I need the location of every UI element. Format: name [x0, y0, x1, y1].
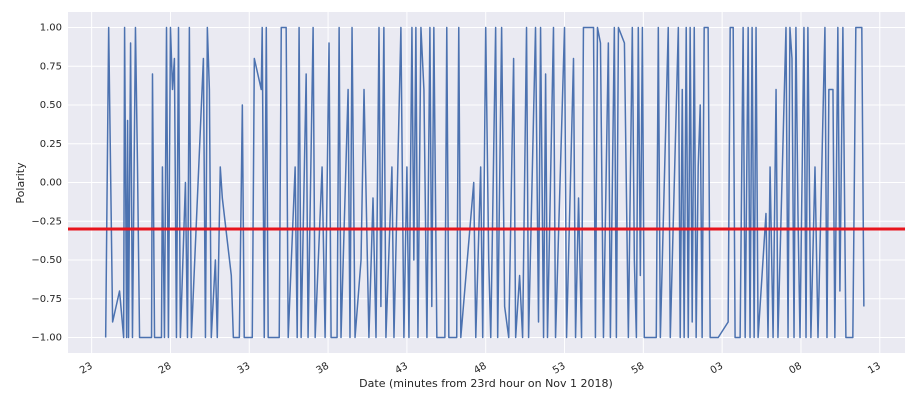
x-tick-label: 58	[630, 361, 647, 377]
x-tick-label: 38	[315, 361, 332, 377]
y-tick-label: 0.00	[40, 178, 62, 189]
y-tick-label: −0.50	[31, 255, 62, 266]
x-tick-label: 08	[787, 361, 804, 377]
x-tick-label: 33	[236, 361, 253, 377]
x-tick-label: 03	[709, 361, 726, 377]
x-tick-label: 28	[157, 361, 174, 377]
x-tick-label: 53	[551, 361, 568, 377]
x-tick-label: 48	[472, 361, 489, 377]
y-tick-label: −0.25	[31, 216, 62, 227]
x-tick-label: 23	[78, 361, 95, 377]
y-tick-label: −0.75	[31, 294, 62, 305]
data-line	[104, 26, 865, 339]
y-tick-label: 0.25	[40, 139, 62, 150]
x-axis-label: Date (minutes from 23rd hour on Nov 1 20…	[359, 377, 613, 390]
y-tick-label: 0.75	[40, 61, 62, 72]
x-tick-label: 13	[866, 361, 883, 377]
y-tick-label: 0.50	[40, 100, 62, 111]
x-tick-label: 43	[393, 361, 410, 377]
y-axis-label: Polarity	[14, 162, 27, 204]
y-tick-label: −1.00	[31, 333, 62, 344]
y-tick-label: 1.00	[40, 23, 62, 34]
